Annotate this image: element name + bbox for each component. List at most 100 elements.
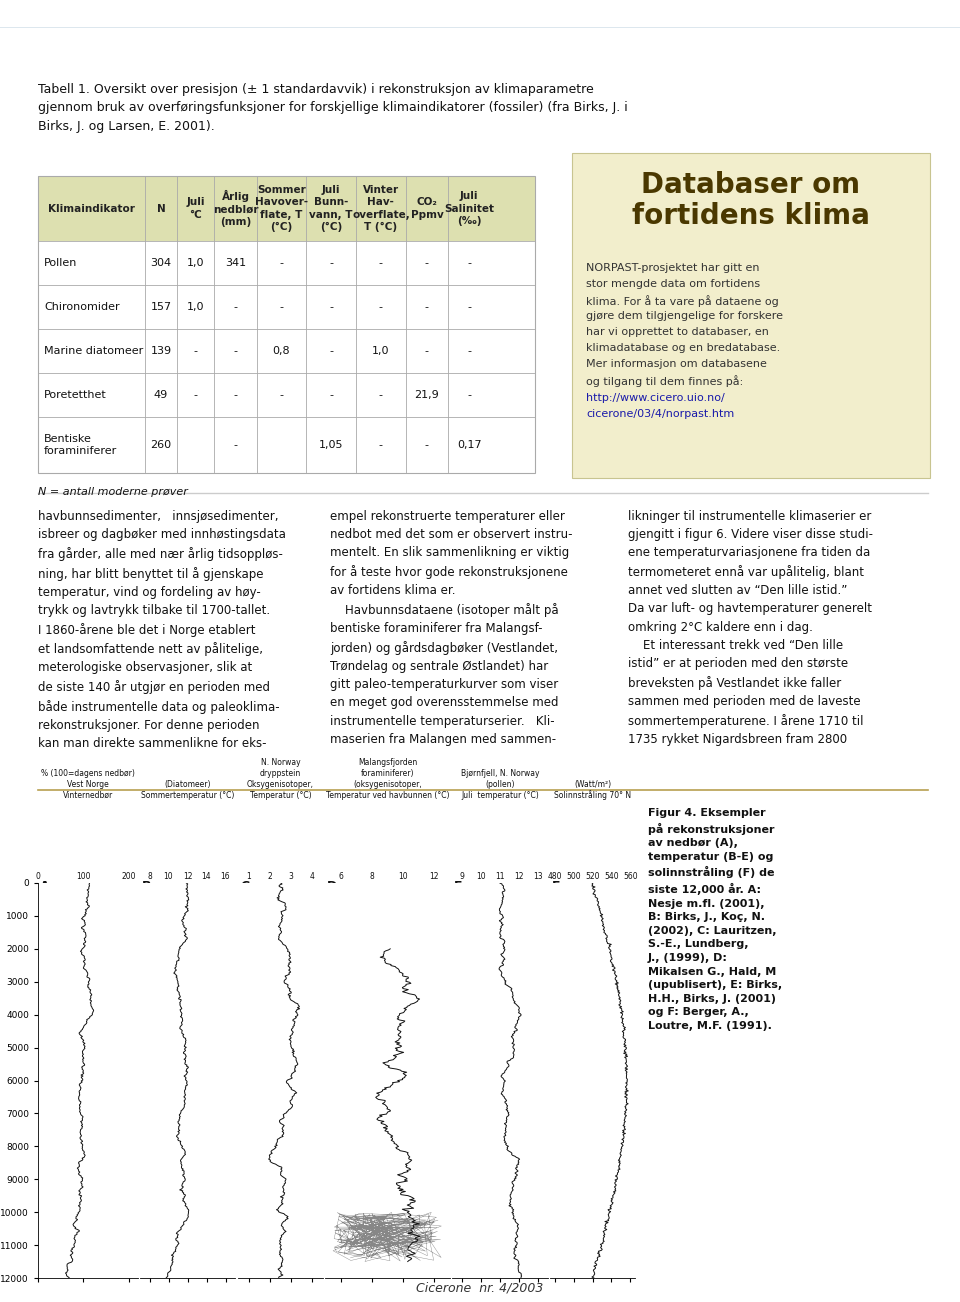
Text: Databaser om
fortidens klima: Databaser om fortidens klima [632,171,870,230]
Text: -: - [468,258,471,268]
Text: -: - [279,391,283,400]
Bar [38,176,535,473]
Text: 21: 21 [913,5,936,23]
Text: Tabell 1. Oversikt over presisjon (± 1 standardavvik) i rekonstruksjon av klimap: Tabell 1. Oversikt over presisjon (± 1 s… [38,83,628,133]
Text: 1,0: 1,0 [187,258,204,268]
Text: -: - [194,346,198,355]
Text: 3: 3 [289,872,294,881]
Text: 260: 260 [151,440,172,450]
Text: og tilgang til dem finnes på:: og tilgang til dem finnes på: [586,375,743,387]
Text: N. Norway: N. Norway [261,758,300,767]
Text: E: E [454,880,463,893]
Text: 9: 9 [459,872,464,881]
Text: Juli
°C: Juli °C [186,198,205,220]
Text: -: - [468,391,471,400]
Text: Cicerone  nr. 4/2003: Cicerone nr. 4/2003 [417,1281,543,1294]
Bar [38,417,535,473]
Text: KlimaProg: KlimaProg [439,5,521,23]
Text: -: - [379,391,383,400]
Text: Vinternedbør: Vinternedbør [62,792,113,799]
Text: gjøre dem tilgjengelige for forskere: gjøre dem tilgjengelige for forskere [586,311,783,322]
Text: 2: 2 [268,872,273,881]
Text: -: - [233,346,237,355]
Text: (pollen): (pollen) [485,780,515,789]
Text: -: - [379,302,383,312]
Text: Bentiske
foraminiferer: Bentiske foraminiferer [44,434,117,456]
Text: B: B [142,880,152,893]
Text: 0,8: 0,8 [273,346,290,355]
Text: 12: 12 [182,872,192,881]
Bar [38,329,535,372]
Text: 520: 520 [586,872,600,881]
Text: Mer informasjon om databasene: Mer informasjon om databasene [586,359,767,368]
Text: -: - [425,302,429,312]
Text: http://www.cicero.uio.no/: http://www.cicero.uio.no/ [586,393,725,404]
Text: empel rekonstruerte temperaturer eller
nedbot med det som er observert instru-
m: empel rekonstruerte temperaturer eller n… [330,510,572,746]
Text: Vinter
Hav-
overflate,
T (°C): Vinter Hav- overflate, T (°C) [352,185,410,232]
Text: 8: 8 [370,872,374,881]
Text: -: - [233,440,237,450]
Text: N = antall moderne prøver: N = antall moderne prøver [38,487,188,497]
Text: 480: 480 [547,872,562,881]
Text: % (100=dagens nedbør): % (100=dagens nedbør) [41,769,135,779]
Text: (Watt/m²): (Watt/m²) [574,780,612,789]
Text: 11: 11 [495,872,505,881]
Text: 10: 10 [476,872,486,881]
Text: har vi opprettet to databaser, en: har vi opprettet to databaser, en [586,327,769,337]
Text: -: - [279,258,283,268]
Text: -: - [329,302,333,312]
Text: Chironomider: Chironomider [44,302,120,312]
Text: 16: 16 [221,872,230,881]
Text: 200: 200 [122,872,136,881]
Text: Figur 4. Eksempler
på rekonstruksjoner
av nedbør (A),
temperatur (B-E) og
solinn: Figur 4. Eksempler på rekonstruksjoner a… [648,809,782,1031]
Text: 304: 304 [151,258,172,268]
Text: (Diatomeer): (Diatomeer) [164,780,211,789]
Text: Oksygenisotoper,: Oksygenisotoper, [247,780,314,789]
Text: 341: 341 [225,258,246,268]
Text: N: N [156,203,165,214]
Text: Poretetthet: Poretetthet [44,391,107,400]
Text: 0,17: 0,17 [457,440,482,450]
Text: 10: 10 [164,872,174,881]
Text: 13: 13 [534,872,543,881]
Text: Solinnstråling 70° N: Solinnstråling 70° N [554,790,631,799]
Text: -: - [329,346,333,355]
Bar [572,154,930,478]
Text: -: - [468,346,471,355]
Text: 100: 100 [76,872,90,881]
Text: -: - [425,258,429,268]
Text: -: - [425,440,429,450]
Text: C: C [240,880,250,893]
Text: -: - [379,440,383,450]
Text: -: - [279,302,283,312]
Text: -: - [233,302,237,312]
Text: 10: 10 [398,872,408,881]
Bar [38,372,535,417]
Text: 0: 0 [36,872,40,881]
Text: 1,0: 1,0 [372,346,390,355]
Text: (oksygenisotoper,: (oksygenisotoper, [353,780,421,789]
Text: 1,05: 1,05 [319,440,344,450]
Text: Sommertemperatur (°C): Sommertemperatur (°C) [141,792,234,799]
Text: 157: 157 [151,302,172,312]
Text: Bjørnfjell, N. Norway: Bjørnfjell, N. Norway [461,769,540,779]
Text: Temperatur (°C): Temperatur (°C) [250,792,311,799]
Text: 1,0: 1,0 [187,302,204,312]
Text: klima. For å ta vare på dataene og: klima. For å ta vare på dataene og [586,296,779,307]
Text: 8: 8 [147,872,152,881]
Text: Malangsfjorden: Malangsfjorden [358,758,418,767]
Text: Temperatur ved havbunnen (°C): Temperatur ved havbunnen (°C) [325,792,449,799]
Text: 560: 560 [623,872,637,881]
Text: A: A [40,880,50,893]
Text: NORPAST-prosjektet har gitt en: NORPAST-prosjektet har gitt en [586,263,759,273]
Text: Marine diatomeer: Marine diatomeer [44,346,143,355]
Text: -: - [329,258,333,268]
Text: stor mengde data om fortidens: stor mengde data om fortidens [586,279,760,289]
Text: cicerone/03/4/norpast.htm: cicerone/03/4/norpast.htm [586,409,734,419]
Text: havbunnsedimenter,   innsjøsedimenter,
isbreer og dagbøker med innhøstingsdata
f: havbunnsedimenter, innsjøsedimenter, isb… [38,510,286,750]
Text: CO₂
Ppmv: CO₂ Ppmv [411,198,444,220]
Text: Juli
Bunn-
vann, T
(°C): Juli Bunn- vann, T (°C) [309,185,353,232]
Text: Juli
Salinitet
(‰): Juli Salinitet (‰) [444,191,494,227]
Text: 1: 1 [247,872,251,881]
Text: -: - [425,346,429,355]
